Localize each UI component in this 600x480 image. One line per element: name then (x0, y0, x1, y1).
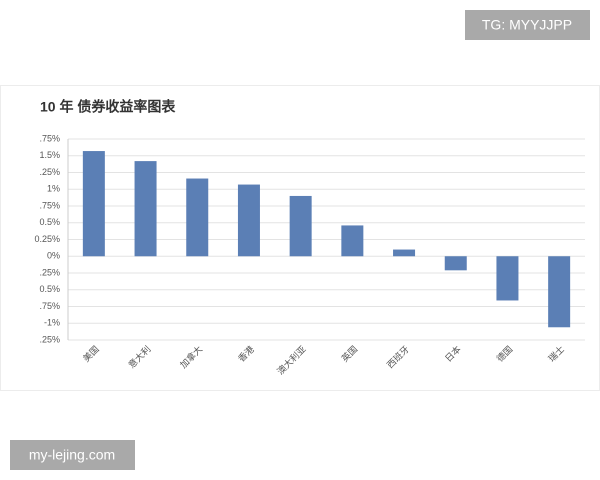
watermark-box (465, 10, 590, 40)
bar (289, 195, 312, 257)
y-tick-label: 0.5% (39, 217, 60, 227)
watermark: TG: MYYJJPP (482, 17, 572, 33)
bar (548, 256, 571, 328)
watermark-box (10, 440, 135, 470)
y-tick-label: .75% (39, 301, 60, 311)
bar (496, 256, 519, 301)
y-tick-label: .25% (39, 167, 60, 177)
y-tick-label: 1.5% (39, 150, 60, 160)
bar (341, 225, 364, 257)
y-tick-label: 0.25% (34, 234, 60, 244)
y-tick-label: .25% (39, 267, 60, 277)
y-tick-label: .75% (39, 133, 60, 143)
y-tick-label: -1% (44, 318, 60, 328)
bar (134, 161, 157, 257)
bar (444, 256, 467, 271)
y-tick-label: .25% (39, 334, 60, 344)
bar (237, 184, 260, 257)
y-tick-label: 1% (47, 184, 60, 194)
bar (393, 249, 416, 257)
y-tick-label: 0.5% (39, 284, 60, 294)
bar (186, 178, 209, 257)
watermark: my-lejing.com (29, 447, 115, 463)
bar (82, 151, 105, 257)
y-tick-label: .75% (39, 200, 60, 210)
chart-title: 10 年 债券收益率图表 (40, 99, 176, 115)
y-tick-label: 0% (47, 251, 60, 261)
